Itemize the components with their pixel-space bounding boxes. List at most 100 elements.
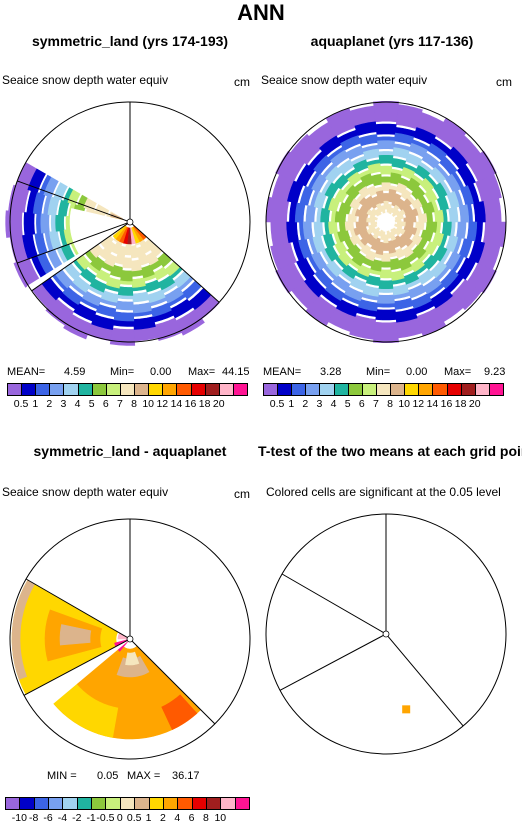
panel1-pole-marker (126, 218, 134, 226)
panel1-title: symmetric_land (yrs 174-193) (31, 33, 229, 49)
colorbar-swatch (148, 383, 164, 396)
panel3-pole-marker (126, 635, 134, 643)
colorbar-swatch (105, 383, 121, 396)
panel3-subtitle: Seaice snow depth water equiv (2, 485, 169, 499)
panel2-cell (299, 185, 314, 206)
colorbar-swatch (105, 797, 121, 810)
panel2-polar-map (265, 100, 507, 344)
panel2-cell (441, 221, 452, 236)
panel2-cell (389, 257, 402, 271)
colorbar-tick-label: 18 (454, 398, 467, 410)
colorbar-tick-label: 20 (468, 398, 481, 410)
panel2-cell (334, 211, 347, 223)
panel2-subtitle: Seaice snow depth water equiv (261, 73, 428, 87)
colorbar-tick-label: 8 (387, 398, 393, 410)
panel2-cell (386, 203, 392, 213)
panel3-diff-region (52, 683, 119, 738)
panel1-cell (120, 270, 133, 282)
colorbar-swatch (119, 383, 136, 396)
panel2-boundary (265, 101, 507, 343)
colorbar-tick-label: 2 (302, 398, 309, 410)
colorbar-swatch (277, 383, 293, 396)
panel3-units: cm (234, 487, 250, 501)
panel3-max-value: 36.17 (172, 770, 200, 782)
panel1-cell (23, 212, 36, 236)
panel2-cell (323, 233, 336, 249)
panel1-cell (115, 300, 134, 311)
panel1-continent-edge-2 (17, 221, 131, 264)
panel1-mean-value: 4.59 (64, 366, 86, 378)
colorbar-swatch (176, 383, 192, 396)
panel2-cell (433, 209, 444, 223)
panel3-land-wedge (24, 517, 252, 725)
panel4-continent-edge-1 (281, 573, 387, 635)
panel1-max-label: Max= (188, 366, 216, 378)
panel2-cell (375, 309, 397, 321)
colorbar-swatch (291, 383, 307, 396)
panel2-cell (375, 123, 397, 135)
panel1-cell (34, 232, 48, 255)
colorbar-swatch (460, 383, 476, 396)
colorbar-tick-label: 14 (426, 398, 439, 410)
panel2-cell (377, 294, 395, 304)
colorbar-swatch (404, 383, 420, 396)
panel1-cell (132, 291, 150, 303)
panel2-cell (328, 221, 339, 235)
panel2-cell (466, 221, 478, 242)
colorbar-tick-label: 8 (131, 398, 137, 410)
colorbar-tick-label: 8 (203, 812, 209, 824)
colorbar-tick-label: -2 (72, 812, 82, 824)
colorbar-tick-label: 6 (358, 398, 365, 410)
colorbar-swatch (446, 383, 462, 396)
panel2-units: cm (496, 75, 512, 89)
colorbar-swatch (305, 383, 321, 396)
panel2-cell (313, 221, 324, 238)
colorbar-swatch (220, 797, 236, 810)
panel2-cell (378, 280, 394, 290)
panel2-max-value: 9.23 (484, 366, 506, 378)
colorbar-tick-label: 0.5 (269, 398, 285, 410)
colorbar-swatch (91, 383, 107, 396)
colorbar-tick-label: 10 (398, 398, 411, 410)
colorbar-swatch (361, 383, 377, 396)
colorbar-tick-label: 4 (74, 398, 81, 410)
colorbar-tick-label: 0.5 (126, 812, 142, 824)
panel1-cell (144, 279, 161, 293)
colorbar-tick-label: 4 (174, 812, 181, 824)
panel2-cell (482, 221, 506, 248)
panel2-cell (378, 154, 394, 164)
colorbar-tick-label: 12 (412, 398, 425, 410)
colorbar-tick-label: 5 (344, 398, 351, 410)
panel1-min-value: 0.00 (150, 366, 172, 378)
colorbar-swatch (205, 797, 222, 810)
colorbar-swatch (21, 383, 37, 396)
colorbar-swatch (432, 383, 448, 396)
panel3-title: symmetric_land - aquaplanet (33, 443, 227, 459)
panel2-cell (320, 208, 331, 223)
panel1-min-label: Min= (110, 366, 135, 378)
colorbar-tick-label: 18 (198, 398, 211, 410)
colorbar-tick-label: 10 (142, 398, 155, 410)
panel4-pole-marker (382, 630, 390, 638)
colorbar-tick-label: 1 (32, 398, 39, 410)
panel2-colorbar: 0.5 1 2 3 4 5 6 7 8 10 12 14 16 18 20 (263, 383, 504, 413)
colorbar-swatch (162, 383, 178, 396)
colorbar-swatch (162, 797, 179, 810)
colorbar-swatch (190, 383, 206, 396)
panel2-cell (456, 221, 467, 239)
panel1-max-value: 44.15 (222, 366, 250, 378)
colorbar-swatch (234, 797, 250, 810)
panel2-min-value: 0.00 (406, 366, 428, 378)
panel2-title: aquaplanet (yrs 117-136) (310, 33, 474, 49)
colorbar-swatch (63, 383, 79, 396)
panel1-subtitle: Seaice snow depth water equiv (2, 73, 169, 87)
colorbar-tick-label: -8 (29, 812, 39, 824)
colorbar-swatch (232, 383, 248, 396)
panel1-cell (117, 286, 134, 296)
colorbar-swatch (177, 797, 193, 810)
panel1-land-wedge (69, 208, 131, 255)
panel2-cell (373, 321, 399, 344)
panel4-polar-map (265, 513, 507, 755)
colorbar-tick-label: 4 (330, 398, 337, 410)
panel3-colorbar: -10 -8 -6 -4 -2 -1 -0.5 0 0.5 1 2 4 6 8 10 (5, 797, 250, 827)
